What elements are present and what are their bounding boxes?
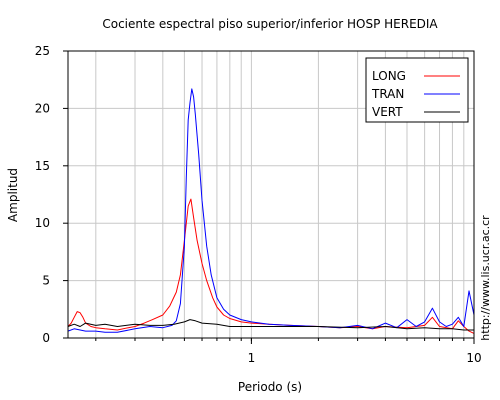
y-axis-label: Amplitud: [6, 168, 20, 222]
watermark-url: http://www.lis.ucr.ac.cr: [479, 215, 492, 341]
x-tick-label: 10: [466, 351, 481, 365]
series-line-tran: [67, 88, 475, 333]
y-tick-label: 5: [42, 274, 50, 288]
x-axis: 1 10: [95, 338, 482, 365]
chart-title: Cociente espectral piso superior/inferio…: [102, 17, 438, 31]
plot-area: [67, 50, 475, 339]
y-tick-label: 10: [35, 216, 50, 230]
y-tick-label: 0: [42, 331, 50, 345]
legend-label-long: LONG: [372, 69, 406, 83]
legend-box: [365, 57, 469, 123]
plot-lines: [67, 88, 475, 334]
x-tick-label: 1: [248, 351, 256, 365]
y-tick-label: 15: [35, 159, 50, 173]
y-axis: 0 5 10 15 20 25: [35, 44, 68, 345]
y-tick-label: 25: [35, 44, 50, 58]
y-tick-label: 20: [35, 101, 50, 115]
series-line-long: [67, 198, 475, 334]
x-axis-label: Periodo (s): [238, 380, 302, 394]
legend: LONG TRAN VERT: [365, 57, 469, 123]
legend-label-vert: VERT: [372, 105, 403, 119]
grid: [68, 51, 474, 338]
legend-label-tran: TRAN: [371, 87, 404, 101]
series-line-vert: [67, 319, 474, 331]
